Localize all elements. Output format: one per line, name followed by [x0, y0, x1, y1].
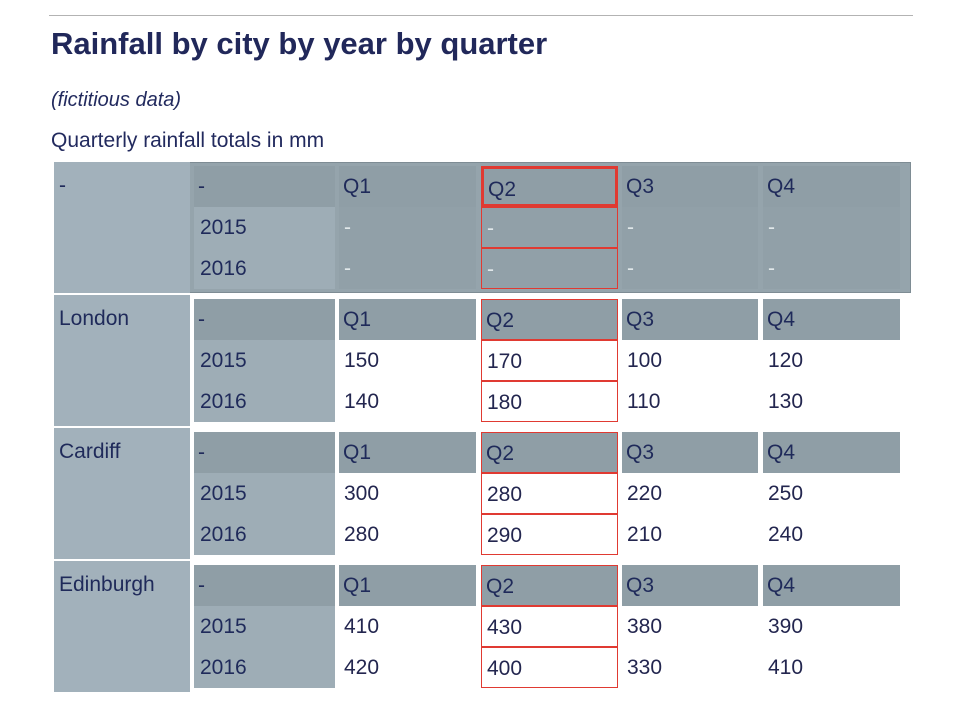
- quarter-header-q2: Q2: [481, 166, 618, 207]
- value-cell: -: [481, 207, 618, 248]
- year-cell: 2015: [194, 473, 335, 514]
- year-cell: 2015: [194, 340, 335, 381]
- corner-cell: -: [194, 299, 335, 340]
- fictitious-note: (fictitious data): [51, 89, 182, 111]
- year-cell: 2015: [194, 606, 335, 647]
- quarter-header-q2: Q2: [481, 299, 618, 340]
- quarter-header-q3: Q3: [622, 299, 758, 340]
- value-cell: 380: [627, 615, 663, 638]
- city-cell: -: [54, 162, 190, 293]
- value-cell: 110: [627, 390, 661, 413]
- top-rule: [49, 15, 913, 16]
- value-cell: -: [763, 207, 900, 248]
- year-cell: 2016: [194, 647, 335, 688]
- value-cell: 300: [344, 482, 380, 505]
- value-cell: 220: [627, 482, 663, 505]
- quarter-header-q3: Q3: [622, 166, 758, 207]
- value-cell: 420: [344, 656, 380, 679]
- value-cell: -: [622, 248, 758, 289]
- year-cell: 2016: [194, 248, 335, 289]
- value-cell: 130: [768, 390, 804, 413]
- value-cell: 410: [768, 656, 804, 679]
- value-cell: 330: [627, 656, 663, 679]
- value-cell: 280: [481, 473, 618, 514]
- value-cell: 400: [481, 647, 618, 688]
- quarter-header-q1: Q1: [339, 299, 476, 340]
- quarter-header-q4: Q4: [763, 166, 900, 207]
- value-cell: 290: [481, 514, 618, 555]
- value-cell: 430: [481, 606, 618, 647]
- value-cell: -: [339, 207, 476, 248]
- quarter-header-q4: Q4: [763, 432, 900, 473]
- value-cell: -: [339, 248, 476, 289]
- value-cell: 140: [344, 390, 380, 413]
- value-cell: 180: [481, 381, 618, 422]
- city-cell: Edinburgh: [54, 561, 190, 692]
- city-cell: London: [54, 295, 190, 426]
- quarter-header-q1: Q1: [339, 432, 476, 473]
- corner-cell: -: [194, 565, 335, 606]
- quarter-header-q3: Q3: [622, 565, 758, 606]
- quarter-header-q2: Q2: [481, 565, 618, 606]
- year-cell: 2016: [194, 514, 335, 555]
- value-cell: 240: [768, 523, 804, 546]
- city-cell: Cardiff: [54, 428, 190, 559]
- rainfall-table: - - Q1 Q2 Q3 Q4 2015- - - -2016- - - - London - Q1 Q2 Q3 Q…: [54, 162, 911, 692]
- value-cell: 390: [768, 615, 804, 638]
- value-cell: 120: [768, 349, 804, 372]
- page-title: Rainfall by city by year by quarter: [51, 26, 548, 61]
- quarter-header-q4: Q4: [763, 565, 900, 606]
- corner-cell: -: [194, 432, 335, 473]
- quarter-header-q3: Q3: [622, 432, 758, 473]
- quarter-header-q2: Q2: [481, 432, 618, 473]
- value-cell: 280: [344, 523, 380, 546]
- value-cell: -: [481, 248, 618, 289]
- value-cell: 410: [344, 615, 380, 638]
- value-cell: 100: [627, 349, 663, 372]
- value-cell: -: [622, 207, 758, 248]
- year-cell: 2016: [194, 381, 335, 422]
- corner-cell: -: [194, 166, 335, 207]
- value-cell: 150: [344, 349, 380, 372]
- quarter-header-q1: Q1: [339, 565, 476, 606]
- value-cell: 250: [768, 482, 804, 505]
- value-cell: 170: [481, 340, 618, 381]
- value-cell: -: [763, 248, 900, 289]
- quarter-header-q1: Q1: [339, 166, 476, 207]
- table-caption: Quarterly rainfall totals in mm: [51, 129, 325, 152]
- quarter-header-q4: Q4: [763, 299, 900, 340]
- value-cell: 210: [627, 523, 663, 546]
- year-cell: 2015: [194, 207, 335, 248]
